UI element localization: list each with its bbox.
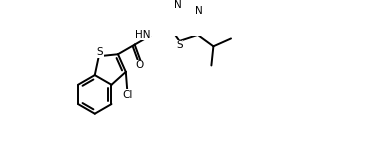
Text: N: N xyxy=(195,6,203,16)
Text: S: S xyxy=(97,47,103,57)
Text: O: O xyxy=(135,60,143,70)
Text: Cl: Cl xyxy=(122,90,132,100)
Text: N: N xyxy=(174,0,182,10)
Text: S: S xyxy=(176,41,183,51)
Text: HN: HN xyxy=(135,30,150,40)
